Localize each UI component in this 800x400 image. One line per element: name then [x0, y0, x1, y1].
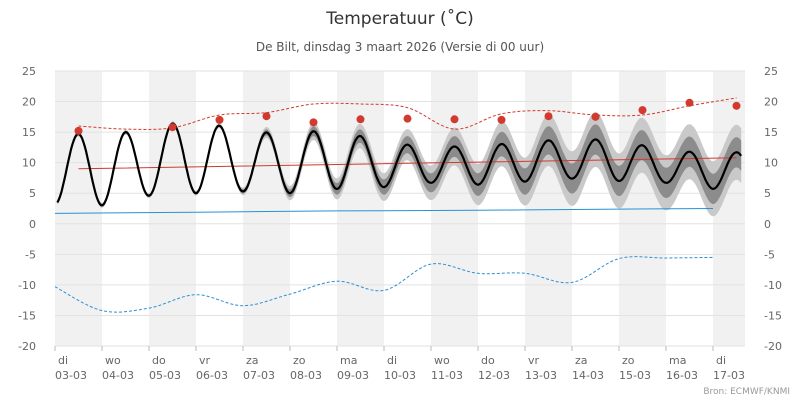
- day-band: [337, 71, 384, 346]
- x-tick-day: ma: [340, 354, 357, 367]
- chart-subtitle: De Bilt, dinsdag 3 maart 2026 (Versie di…: [256, 40, 544, 54]
- x-tick-date: 14-03: [572, 369, 604, 382]
- y-tick-label: -20: [18, 340, 36, 353]
- y-tick-label-right: 15: [764, 126, 778, 139]
- y-tick-label-right: 5: [764, 187, 771, 200]
- x-tick-day: do: [481, 354, 495, 367]
- y-tick-label-right: -10: [764, 279, 782, 292]
- x-tick-day: za: [246, 354, 259, 367]
- daily-max-point: [74, 126, 83, 135]
- x-tick-date: 03-03: [55, 369, 87, 382]
- y-tick-label: 10: [22, 157, 36, 170]
- forecast-spread: [57, 112, 742, 217]
- x-tick-date: 10-03: [384, 369, 416, 382]
- record-high-line: [78, 97, 737, 130]
- daily-max-point: [497, 115, 506, 124]
- day-band: [431, 71, 478, 346]
- x-tick-day: za: [575, 354, 588, 367]
- daily-max-point: [591, 112, 600, 121]
- daily-max-point: [732, 101, 741, 110]
- x-tick-day: zo: [293, 354, 306, 367]
- x-tick-date: 07-03: [243, 369, 275, 382]
- x-tick-day: di: [716, 354, 726, 367]
- x-tick-date: 06-03: [196, 369, 228, 382]
- normal-min-line: [54, 208, 714, 214]
- x-axis: di 03-03 wo 04-03 do 05-03 vr 06-03 za 07-03 zo 08-…: [54, 346, 745, 382]
- x-tick-day: wo: [434, 354, 450, 367]
- y-axis-right: 25 20 15 10 5 0 -5 -10 -15 -20: [764, 65, 782, 353]
- x-tick-date: 04-03: [102, 369, 134, 382]
- day-band: [55, 71, 102, 346]
- daily-max-point: [262, 112, 271, 121]
- source-credit: Bron: ECMWF/KNMI: [703, 387, 790, 397]
- y-tick-label: -10: [18, 279, 36, 292]
- x-tick-date: 12-03: [478, 369, 510, 382]
- x-tick-date: 05-03: [149, 369, 181, 382]
- x-tick-date: 11-03: [431, 369, 463, 382]
- y-tick-label-right: -5: [764, 248, 775, 261]
- daily-max-point: [544, 112, 553, 121]
- x-tick-date: 08-03: [290, 369, 322, 382]
- x-tick-day: di: [387, 354, 397, 367]
- y-tick-label: -5: [25, 248, 36, 261]
- daily-max-point: [450, 115, 459, 124]
- y-tick-label-right: 10: [764, 157, 778, 170]
- x-tick-day: zo: [622, 354, 635, 367]
- x-tick-day: wo: [105, 354, 121, 367]
- y-tick-label: 20: [22, 96, 36, 109]
- x-tick-date: 17-03: [713, 369, 745, 382]
- y-tick-label-right: 0: [764, 218, 771, 231]
- x-tick-day: ma: [669, 354, 686, 367]
- y-tick-label: 0: [29, 218, 36, 231]
- daily-max-point: [215, 115, 224, 124]
- x-tick-day: di: [58, 354, 68, 367]
- y-tick-label: 5: [29, 187, 36, 200]
- chart-title: Temperatuur (˚C): [325, 8, 473, 29]
- grid-lines: [55, 70, 745, 347]
- x-tick-day: vr: [199, 354, 211, 367]
- daily-max-point: [638, 106, 647, 115]
- normal-max-line: [78, 157, 737, 170]
- x-tick-date: 16-03: [666, 369, 698, 382]
- y-tick-label: 15: [22, 126, 36, 139]
- y-tick-label: -15: [18, 309, 36, 322]
- x-tick-date: 13-03: [525, 369, 557, 382]
- y-axis-left: 25 20 15 10 5 0 -5 -10 -15 -20: [18, 65, 36, 353]
- y-tick-label: 25: [22, 65, 36, 78]
- y-tick-label-right: -15: [764, 309, 782, 322]
- x-tick-date: 15-03: [619, 369, 651, 382]
- daily-max-markers: [74, 98, 741, 135]
- y-tick-label-right: 20: [764, 96, 778, 109]
- daily-max-point: [168, 123, 177, 132]
- x-tick-day: vr: [528, 354, 540, 367]
- daily-max-point: [403, 114, 412, 123]
- day-band: [149, 71, 196, 346]
- x-tick-day: do: [152, 354, 166, 367]
- daily-max-point: [356, 115, 365, 124]
- x-tick-date: 09-03: [337, 369, 369, 382]
- daily-max-point: [685, 98, 694, 107]
- daily-max-point: [309, 118, 318, 127]
- y-tick-label-right: 25: [764, 65, 778, 78]
- y-tick-label-right: -20: [764, 340, 782, 353]
- spread-inner: [57, 122, 742, 207]
